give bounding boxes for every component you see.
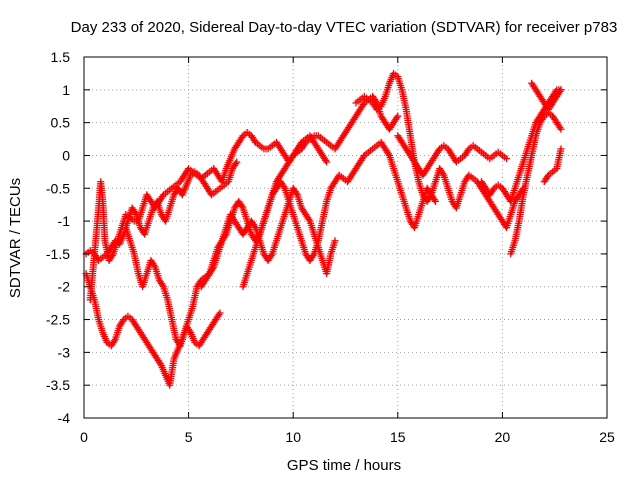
series-track-11 bbox=[528, 79, 565, 114]
data-point bbox=[331, 237, 339, 245]
x-tick-label: 15 bbox=[390, 429, 406, 445]
y-tick-label: 1 bbox=[62, 82, 70, 98]
data-point bbox=[431, 197, 439, 205]
y-tick-label: -1.5 bbox=[46, 246, 70, 262]
data-point bbox=[292, 189, 300, 197]
y-tick-label: 0 bbox=[62, 147, 70, 163]
data-point bbox=[305, 215, 313, 223]
data-point bbox=[119, 317, 127, 325]
x-tick-label: 25 bbox=[599, 429, 615, 445]
data-point bbox=[288, 153, 296, 161]
data-point bbox=[464, 147, 472, 155]
data-point bbox=[280, 183, 288, 191]
y-tick-label: -3 bbox=[58, 344, 71, 360]
chart-title: Day 233 of 2020, Sidereal Day-to-day VTE… bbox=[71, 19, 618, 36]
data-point bbox=[250, 137, 258, 145]
data-point bbox=[489, 186, 497, 194]
data-point bbox=[267, 252, 275, 260]
data-point bbox=[426, 192, 434, 200]
x-tick-labels: 0 5 10 15 20 25 bbox=[80, 429, 615, 445]
data-point bbox=[238, 202, 246, 210]
data-point bbox=[156, 360, 164, 368]
data-point bbox=[215, 311, 223, 319]
data-point bbox=[221, 232, 229, 240]
data-point bbox=[158, 281, 166, 289]
y-tick-label: -1 bbox=[58, 213, 71, 229]
data-point bbox=[216, 309, 224, 317]
x-tick-label: 0 bbox=[80, 429, 88, 445]
y-tick-label: 1.5 bbox=[51, 49, 71, 65]
y-tick-label: -2 bbox=[58, 279, 71, 295]
data-point bbox=[322, 156, 330, 164]
data-point bbox=[394, 112, 402, 120]
y-tick-label: -3.5 bbox=[46, 377, 70, 393]
data-point bbox=[233, 158, 241, 166]
y-tick-label: -4 bbox=[58, 410, 71, 426]
y-tick-label: -0.5 bbox=[46, 180, 70, 196]
y-tick-label: -2.5 bbox=[46, 312, 70, 328]
data-point bbox=[439, 170, 447, 178]
series-track-12 bbox=[540, 145, 565, 186]
data-point bbox=[204, 271, 212, 279]
data-points bbox=[82, 69, 565, 389]
data-point bbox=[309, 252, 317, 260]
data-point bbox=[384, 150, 392, 158]
data-point bbox=[359, 101, 367, 109]
x-axis-label: GPS time / hours bbox=[287, 457, 401, 474]
data-point bbox=[250, 222, 258, 230]
series-track-8 bbox=[394, 132, 511, 179]
data-point bbox=[435, 147, 443, 155]
y-axis-label: SDTVAR / TECUs bbox=[7, 178, 24, 298]
data-point bbox=[158, 192, 166, 200]
y-tick-labels: -4 -3.5 -3 -2.5 -2 -1.5 -1 -0.5 0 0.5 1 1.5 bbox=[46, 49, 70, 426]
data-point bbox=[131, 209, 139, 217]
x-tick-label: 5 bbox=[185, 429, 193, 445]
x-tick-label: 10 bbox=[285, 429, 301, 445]
data-point bbox=[301, 140, 309, 148]
data-point bbox=[393, 114, 401, 122]
data-point bbox=[430, 196, 438, 204]
data-point bbox=[323, 158, 331, 166]
x-tick-label: 20 bbox=[495, 429, 511, 445]
data-point bbox=[110, 337, 118, 345]
data-point bbox=[238, 133, 246, 141]
data-point bbox=[232, 160, 240, 168]
data-point bbox=[108, 252, 116, 260]
series-track-9 bbox=[477, 86, 565, 205]
data-point bbox=[359, 153, 367, 161]
data-point bbox=[503, 155, 511, 163]
y-tick-label: 0.5 bbox=[51, 115, 71, 131]
series-track-6 bbox=[239, 138, 439, 291]
data-point bbox=[150, 261, 158, 269]
